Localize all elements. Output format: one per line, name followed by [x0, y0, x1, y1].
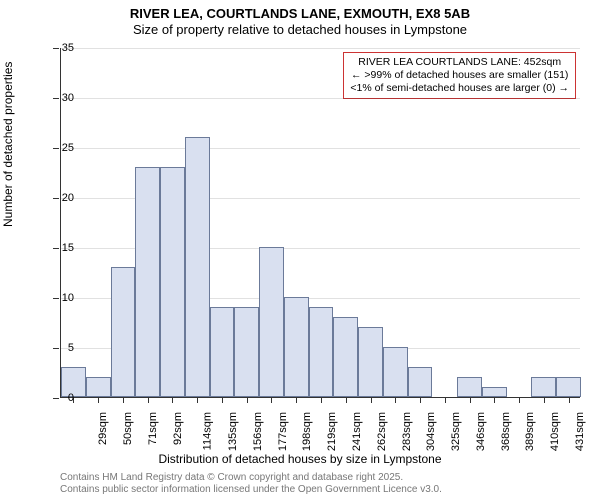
- gridline: [61, 98, 580, 99]
- histogram-bar: [457, 377, 482, 397]
- x-tick: [123, 397, 124, 403]
- histogram-bar: [284, 297, 309, 397]
- histogram-bar: [556, 377, 581, 397]
- y-tick-label: 20: [44, 192, 74, 204]
- y-axis-label: Number of detached properties: [1, 62, 15, 227]
- x-tick-label: 156sqm: [252, 412, 264, 451]
- x-tick: [271, 397, 272, 403]
- x-tick: [172, 397, 173, 403]
- x-tick-label: 431sqm: [574, 412, 586, 451]
- histogram-bar: [531, 377, 556, 397]
- x-tick-label: 177sqm: [277, 412, 289, 451]
- x-tick: [98, 397, 99, 403]
- callout-line1: RIVER LEA COURTLANDS LANE: 452sqm: [350, 56, 569, 69]
- x-tick-label: 92sqm: [172, 412, 184, 445]
- footer-line1: Contains HM Land Registry data © Crown c…: [60, 472, 442, 484]
- x-axis-label: Distribution of detached houses by size …: [0, 452, 600, 466]
- x-tick-label: 346sqm: [475, 412, 487, 451]
- histogram-bar: [185, 137, 210, 397]
- x-tick-label: 50sqm: [122, 412, 134, 445]
- histogram-bar: [234, 307, 259, 397]
- chart-title-line2: Size of property relative to detached ho…: [0, 22, 600, 38]
- y-tick-label: 15: [44, 242, 74, 254]
- gridline: [61, 48, 580, 49]
- x-tick-label: 410sqm: [549, 412, 561, 451]
- x-tick-label: 389sqm: [524, 412, 536, 451]
- y-tick-label: 30: [44, 92, 74, 104]
- plot-area: RIVER LEA COURTLANDS LANE: 452sqm ← >99%…: [60, 48, 580, 398]
- x-tick-label: 29sqm: [97, 412, 109, 445]
- x-tick-label: 114sqm: [202, 412, 214, 450]
- histogram-bar: [333, 317, 358, 397]
- x-tick: [148, 397, 149, 403]
- x-tick: [346, 397, 347, 403]
- x-tick: [420, 397, 421, 403]
- footer-line2: Contains public sector information licen…: [60, 484, 442, 496]
- x-tick-label: 262sqm: [376, 412, 388, 451]
- x-tick-label: 325sqm: [450, 412, 462, 451]
- chart-title-line1: RIVER LEA, COURTLANDS LANE, EXMOUTH, EX8…: [0, 6, 600, 22]
- histogram-bar: [383, 347, 408, 397]
- histogram-bar: [482, 387, 507, 397]
- x-tick-label: 219sqm: [326, 412, 338, 451]
- histogram-bar: [259, 247, 284, 397]
- chart-title-block: RIVER LEA, COURTLANDS LANE, EXMOUTH, EX8…: [0, 0, 600, 39]
- histogram-bar: [309, 307, 334, 397]
- x-tick: [395, 397, 396, 403]
- x-tick: [519, 397, 520, 403]
- chart-container: RIVER LEA, COURTLANDS LANE, EXMOUTH, EX8…: [0, 0, 600, 500]
- x-tick: [470, 397, 471, 403]
- x-tick: [197, 397, 198, 403]
- histogram-bar: [160, 167, 185, 397]
- histogram-bar: [135, 167, 160, 397]
- x-tick: [544, 397, 545, 403]
- histogram-bar: [408, 367, 433, 397]
- x-tick-label: 71sqm: [147, 412, 159, 445]
- x-tick-label: 241sqm: [351, 412, 363, 451]
- gridline: [61, 148, 580, 149]
- x-tick: [371, 397, 372, 403]
- x-tick-label: 304sqm: [425, 412, 437, 451]
- callout-line2: ← >99% of detached houses are smaller (1…: [350, 69, 569, 82]
- histogram-bar: [111, 267, 136, 397]
- y-tick-label: 5: [44, 342, 74, 354]
- x-tick: [445, 397, 446, 403]
- x-tick-label: 283sqm: [401, 412, 413, 451]
- x-tick: [296, 397, 297, 403]
- footer-attribution: Contains HM Land Registry data © Crown c…: [60, 472, 442, 496]
- x-tick: [321, 397, 322, 403]
- histogram-bar: [86, 377, 111, 397]
- histogram-bar: [210, 307, 235, 397]
- y-tick-label: 35: [44, 42, 74, 54]
- x-tick: [494, 397, 495, 403]
- x-tick-label: 135sqm: [227, 412, 239, 451]
- x-tick: [569, 397, 570, 403]
- x-tick: [222, 397, 223, 403]
- x-tick: [247, 397, 248, 403]
- y-tick-label: 0: [44, 392, 74, 404]
- callout-box: RIVER LEA COURTLANDS LANE: 452sqm ← >99%…: [343, 52, 576, 99]
- x-tick-label: 198sqm: [302, 412, 314, 451]
- histogram-bar: [358, 327, 383, 397]
- y-tick-label: 25: [44, 142, 74, 154]
- callout-line3: <1% of semi-detached houses are larger (…: [350, 82, 569, 95]
- x-tick-label: 368sqm: [500, 412, 512, 451]
- y-tick-label: 10: [44, 292, 74, 304]
